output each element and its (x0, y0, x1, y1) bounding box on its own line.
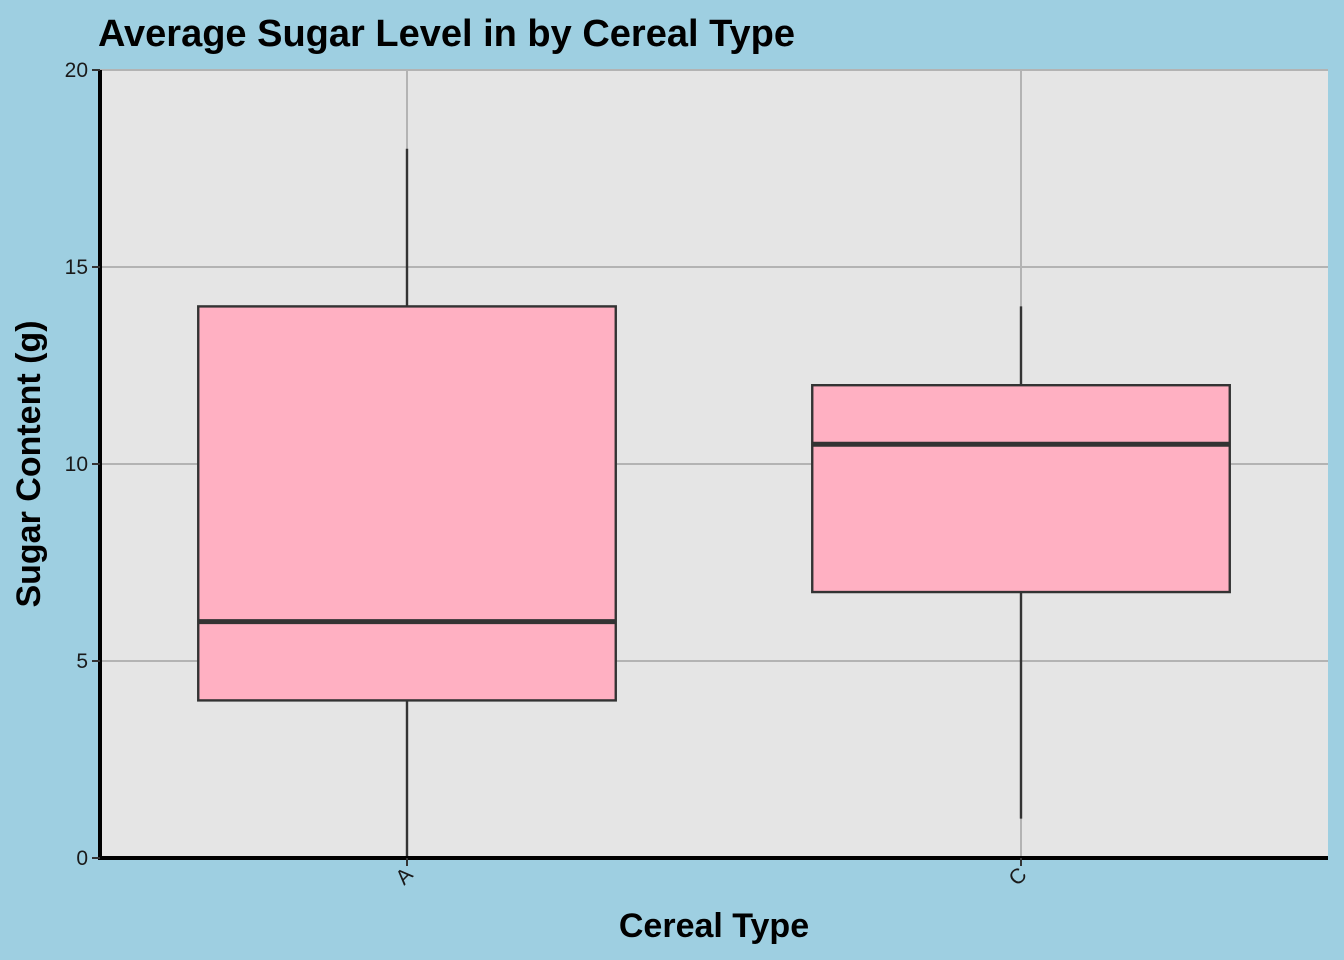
y-tick-label-5: 5 (76, 650, 88, 673)
iqr-box-A (197, 305, 617, 702)
y-tick-label-10: 10 (65, 453, 88, 476)
x-axis-title: Cereal Type (619, 907, 809, 945)
axes: 0 5 10 15 20 A C (65, 59, 1328, 890)
x-tick-label-A: A (391, 863, 417, 889)
y-tick-label-0: 0 (76, 847, 88, 870)
y-tick-label-20: 20 (65, 59, 88, 82)
iqr-box-C (811, 384, 1231, 594)
box-A (197, 148, 617, 858)
chart-title: Average Sugar Level in by Cereal Type (98, 13, 795, 55)
x-tick-label-C: C (1005, 863, 1032, 890)
y-axis-title: Sugar Content (g) (10, 320, 48, 607)
box-C (811, 306, 1231, 819)
box-series (197, 148, 1231, 858)
y-tick-label-15: 15 (65, 256, 88, 279)
